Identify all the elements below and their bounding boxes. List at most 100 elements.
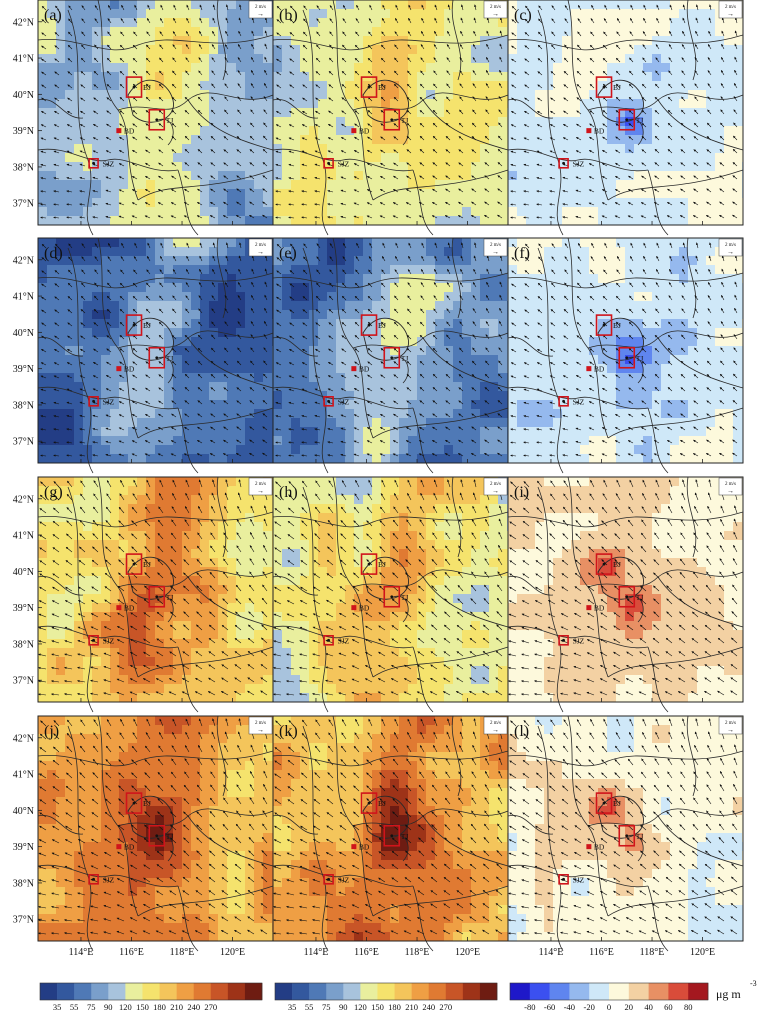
field-cell (236, 283, 245, 292)
field-cell (517, 81, 526, 90)
field-cell (580, 135, 589, 144)
field-cell (173, 63, 182, 72)
field-cell (200, 90, 209, 99)
field-cell (426, 189, 435, 198)
field-cell (173, 207, 182, 216)
field-cell (282, 108, 291, 117)
field-cell (38, 36, 47, 45)
field-cell (318, 274, 327, 283)
field-cell (444, 81, 453, 90)
field-cell (146, 292, 155, 301)
wind-arrow (262, 162, 268, 167)
field-cell (273, 135, 282, 144)
field-cell (209, 400, 218, 409)
field-cell (562, 63, 571, 72)
field-cell (489, 81, 498, 90)
field-cell (345, 171, 354, 180)
field-cell (65, 54, 74, 63)
wind-arrow (66, 137, 73, 141)
field-cell (47, 9, 56, 18)
field-cell (453, 81, 462, 90)
field-cell (245, 180, 254, 189)
wind-arrow (172, 44, 177, 50)
field-cell (263, 162, 272, 171)
field-cell (137, 373, 146, 382)
field-cell (173, 189, 182, 198)
field-cell (462, 364, 471, 373)
city-label: TJ (166, 116, 174, 125)
wind-arrow (118, 215, 125, 219)
wind-arrow (197, 135, 203, 141)
field-cell (462, 310, 471, 319)
field-cell (616, 198, 625, 207)
field-cell (399, 301, 408, 310)
field-cell (390, 216, 399, 225)
field-cell (435, 18, 444, 27)
field-cell (74, 301, 83, 310)
wind-arrow (92, 150, 99, 154)
field-cell (282, 400, 291, 409)
field-cell (74, 126, 83, 135)
field-cell (372, 256, 381, 265)
field-cell (245, 418, 254, 427)
field-cell (517, 153, 526, 162)
field-cell (128, 382, 137, 391)
field-cell (119, 54, 128, 63)
field-cell (191, 337, 200, 346)
field-cell (625, 63, 634, 72)
wind-arrow (158, 162, 164, 167)
field-cell (589, 63, 598, 72)
field-cell (553, 9, 562, 18)
field-cell (182, 364, 191, 373)
field-cell (65, 427, 74, 436)
wind-arrow (184, 122, 190, 128)
field-cell (435, 445, 444, 454)
field-cell (372, 391, 381, 400)
field-cell (218, 162, 227, 171)
field-cell (634, 45, 643, 54)
field-cell (227, 391, 236, 400)
field-cell (408, 373, 417, 382)
field-cell (697, 45, 706, 54)
field-cell (300, 0, 309, 9)
field-cell (47, 427, 56, 436)
field-cell (291, 117, 300, 126)
field-cell (74, 189, 83, 198)
field-cell (191, 310, 200, 319)
field-cell (236, 171, 245, 180)
field-cell (273, 99, 282, 108)
field-cell (300, 310, 309, 319)
wind-arrow (144, 188, 151, 193)
field-cell (417, 391, 426, 400)
field-cell (47, 207, 56, 216)
field-cell (200, 18, 209, 27)
field-cell (209, 0, 218, 9)
field-cell (47, 274, 56, 283)
field-cell (300, 27, 309, 36)
field-cell (444, 27, 453, 36)
field-cell (56, 319, 65, 328)
field-cell (173, 319, 182, 328)
wind-arrow (159, 31, 164, 37)
field-cell (155, 0, 164, 9)
wind-arrow (40, 150, 47, 154)
field-cell (164, 144, 173, 153)
field-cell (191, 207, 200, 216)
field-cell (435, 72, 444, 81)
field-cell (182, 436, 191, 445)
field-cell (453, 283, 462, 292)
field-cell (110, 198, 119, 207)
field-cell (282, 45, 291, 54)
field-cell (580, 117, 589, 126)
field-cell (679, 0, 688, 9)
field-cell (733, 54, 742, 63)
field-cell (191, 117, 200, 126)
field-cell (688, 180, 697, 189)
field-cell (218, 409, 227, 418)
wind-arrow (235, 214, 242, 219)
wind-arrow (264, 56, 268, 63)
field-cell (263, 81, 272, 90)
field-cell (47, 180, 56, 189)
field-cell (164, 382, 173, 391)
